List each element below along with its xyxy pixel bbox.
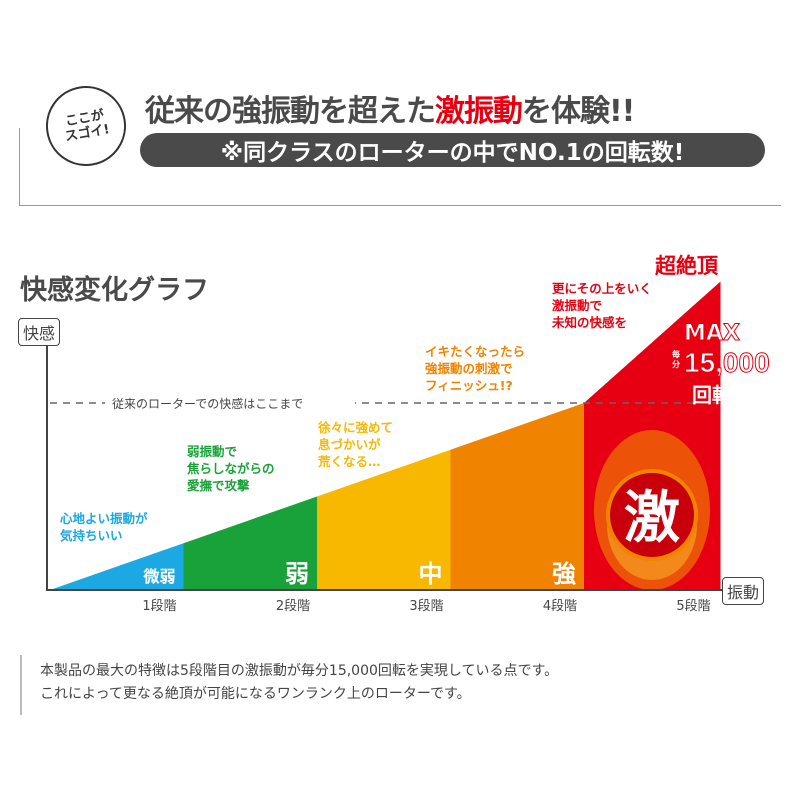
subtitle-pill: ※同クラスのローターの中でNO.1の回転数! <box>140 133 765 167</box>
headline-part2: を体験!! <box>522 94 635 129</box>
x-tick-label: 1段階 <box>142 599 176 614</box>
y-axis-label: 快感 <box>18 318 61 346</box>
max-label: MAX <box>684 321 740 346</box>
footer-bar <box>20 655 22 715</box>
annotation-line: 更にその上をいく <box>552 281 652 296</box>
max-unit-char: 毎 <box>672 349 680 359</box>
frame-divider <box>19 128 20 206</box>
annotation-line: 気持ちいい <box>60 528 123 543</box>
geki-circle <box>606 469 698 561</box>
level-label-2: 弱 <box>285 560 309 588</box>
headline-highlight: 激振動 <box>435 94 523 129</box>
headline: 従来の強振動を超えた激振動を体験!! <box>145 86 635 130</box>
level-label-3: 中 <box>419 560 443 588</box>
annotation-line: 愛撫で攻撃 <box>187 478 250 493</box>
x-tick-label: 5段階 <box>676 599 710 614</box>
area-segment-2 <box>183 496 317 590</box>
footer-text: 本製品の最大の特徴は5段階目の激振動が毎分15,000回転を実現している点です。… <box>40 660 558 706</box>
x-tick-label: 4段階 <box>543 599 577 614</box>
annotation-line: フィニッシュ!? <box>425 378 513 393</box>
annotation-line: 心地よい振動が <box>60 511 148 526</box>
annotation-line: イキたくなったら <box>425 344 525 359</box>
annotation-line: 弱振動で <box>187 444 237 459</box>
level-label-5: 激 <box>624 486 680 551</box>
level-label-1: 微弱 <box>142 567 175 586</box>
annotation-4: イキたくなったら強振動の刺激でフィニッシュ!? <box>425 344 525 393</box>
headline-part1: 従来の強振動を超えた <box>145 94 436 129</box>
frame-divider <box>19 205 781 206</box>
annotation-5: 更にその上をいく激振動で未知の快感を <box>551 281 652 330</box>
x-tick-label: 2段階 <box>276 599 310 614</box>
max-unit: 毎分 <box>672 349 680 369</box>
area-segment-4 <box>450 403 584 590</box>
annotation-line: 荒くなる… <box>317 454 381 469</box>
subtitle-text: ※同クラスのローターの中でNO.1の回転数! <box>220 140 685 166</box>
annotation-line: 徐々に強めて <box>317 420 393 435</box>
annotation-line: 未知の快感を <box>551 315 627 330</box>
annotation-2: 弱振動で焦らしながらの愛撫で攻撃 <box>186 444 275 493</box>
reference-line-label: 従来のローターでの快感はここまで <box>112 396 303 411</box>
footer-line-2: これによって更なる絶頂が可能になるワンランク上のローターです。 <box>40 686 471 702</box>
annotation-3: 徐々に強めて息づかいが荒くなる… <box>317 420 393 469</box>
annotation-line: 息づかいが <box>318 437 381 452</box>
area-segment-3 <box>317 449 451 590</box>
level-label-4: 強 <box>552 560 576 588</box>
x-axis-label: 振動 <box>722 577 765 605</box>
chart-title: 快感変化グラフ <box>20 275 209 306</box>
footer-line-1: 本製品の最大の特徴は5段階目の激振動が毎分15,000回転を実現している点です。 <box>40 663 559 679</box>
max-unit-char: 分 <box>672 359 680 369</box>
annotation-line: 激振動で <box>552 298 602 313</box>
area-segment-1 <box>50 543 184 590</box>
max-value: 15,000 <box>684 347 770 378</box>
max-suffix: 回転 <box>692 383 732 407</box>
x-tick-label: 3段階 <box>409 599 443 614</box>
reference-label-bg <box>105 394 355 412</box>
annotation-line: 焦らしながらの <box>186 461 275 476</box>
annotation-line: 強振動の刺激で <box>425 361 513 376</box>
annotation-1: 心地よい振動が気持ちいい <box>60 511 148 543</box>
peak-label: 超絶頂 <box>655 254 719 278</box>
